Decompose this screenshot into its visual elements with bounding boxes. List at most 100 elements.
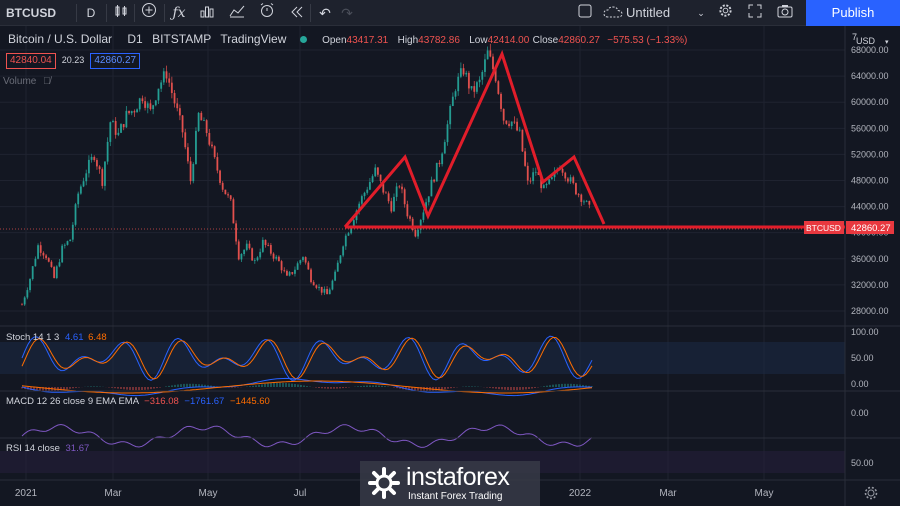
templates-icon[interactable] [194, 0, 220, 26]
publish-button[interactable]: Publish [806, 0, 900, 26]
redo-icon[interactable]: ↷ [341, 5, 353, 21]
replay-icon[interactable] [284, 0, 310, 26]
indicators-icon[interactable]: ƒx [172, 5, 186, 21]
candle-body [269, 245, 272, 254]
candle-body [133, 111, 136, 113]
layout-icon[interactable] [572, 0, 598, 26]
candle-body [526, 165, 529, 181]
candle-body [216, 157, 219, 171]
candle-body [253, 260, 256, 262]
high-label: High [397, 35, 419, 46]
candle-body [251, 248, 254, 261]
candle-body [280, 261, 283, 271]
candle-body [144, 101, 147, 108]
stoch-band [0, 342, 845, 374]
candle-body [288, 272, 291, 276]
settings-gear-icon[interactable] [712, 0, 738, 26]
candle-body [379, 174, 382, 181]
add-compare-icon[interactable] [136, 0, 162, 26]
candle-body [184, 132, 187, 148]
interval-selector[interactable]: D [86, 6, 96, 20]
candle-body [277, 256, 280, 262]
candle-body [363, 192, 366, 197]
time-tick-label: 2022 [569, 488, 592, 499]
candle-body [561, 168, 564, 173]
candle-body [518, 129, 521, 131]
undo-icon[interactable]: ↶ [319, 5, 331, 21]
candle-body [259, 251, 262, 258]
candle-body [168, 78, 171, 83]
candle-body [414, 229, 417, 237]
price-chart-canvas[interactable]: 68000.00 64000.00 60000.00 56000.00 52000.00… [0, 26, 900, 506]
candle-body [454, 91, 457, 97]
low-value: 42414.00 [487, 35, 530, 46]
candle-body [21, 304, 23, 306]
candle-body [566, 178, 569, 182]
candle-body [291, 272, 294, 274]
stoch-tick-label: 100.00 [851, 327, 879, 337]
candle-body [467, 72, 470, 89]
candle-body [374, 167, 377, 177]
last-symbol-badge [804, 221, 844, 234]
candle-body [502, 108, 505, 121]
candle-body [443, 142, 446, 154]
candle-body [267, 244, 270, 246]
high-value: 43782.86 [418, 35, 460, 46]
candle-body [23, 297, 26, 305]
candle-body [481, 71, 484, 80]
bid-price-box[interactable]: 42840.04 [6, 53, 56, 69]
volume-label: Volume [3, 76, 37, 87]
symbol-search[interactable]: BTCUSD [6, 6, 56, 20]
top-toolbar: BTCUSD D ƒx ↶ ↷ Untitled ⌄ Publish [0, 0, 900, 26]
time-tick-label: Mar [104, 488, 122, 499]
candle-body [299, 260, 302, 264]
price-tick-label: 36000.00 [851, 254, 889, 264]
candle-body [465, 72, 468, 75]
candle-body [157, 88, 160, 101]
ask-price-box[interactable]: 42860.27 [90, 53, 141, 69]
candle-body [106, 141, 109, 162]
candle-body [572, 177, 575, 184]
fullscreen-icon[interactable] [742, 0, 768, 26]
candle-body [31, 266, 34, 280]
currency-label[interactable]: USD [856, 36, 876, 46]
alert-icon[interactable] [254, 0, 280, 26]
candle-body [186, 147, 189, 162]
divider [106, 4, 107, 22]
camera-icon[interactable] [772, 0, 798, 26]
layout-name[interactable]: Untitled [626, 5, 671, 20]
candle-body [446, 124, 449, 143]
candle-body [197, 112, 200, 131]
candle-body [128, 110, 130, 114]
head-and-shoulders-drawing[interactable] [343, 49, 606, 228]
candle-body [323, 288, 326, 293]
candle-body [29, 279, 31, 291]
time-axis: 2021 Mar May Jul 2022 Mar May [15, 488, 774, 499]
candle-body [224, 189, 227, 195]
candle-body [315, 285, 318, 288]
candle-body [42, 252, 45, 256]
candle-body [256, 257, 259, 261]
stoch-lines [21, 335, 593, 381]
candle-body [521, 129, 524, 152]
chevron-down-icon[interactable]: ⌄ [697, 8, 705, 18]
chart-area[interactable]: 68000.00 64000.00 60000.00 56000.00 52000.00… [0, 26, 900, 506]
candle-body [130, 111, 133, 114]
candle-body [74, 204, 77, 225]
candle-body [34, 258, 37, 267]
grid-lines [0, 26, 845, 480]
candle-body [71, 224, 74, 240]
divider [76, 4, 77, 22]
candle-body [475, 82, 478, 92]
eye-hidden-icon[interactable]: 👁̸ [43, 76, 51, 87]
candle-body [213, 146, 216, 158]
divider [164, 4, 165, 22]
chevron-down-icon[interactable]: ▾ [885, 39, 889, 46]
stoch-tick-label: 50.00 [851, 353, 874, 363]
rsi-line [21, 423, 593, 448]
chart-settings-gear-icon[interactable] [864, 486, 878, 500]
compare-chart-icon[interactable] [224, 0, 250, 26]
candle-body [235, 223, 238, 242]
candle-body [385, 192, 387, 194]
candle-style-icon[interactable] [108, 0, 134, 26]
